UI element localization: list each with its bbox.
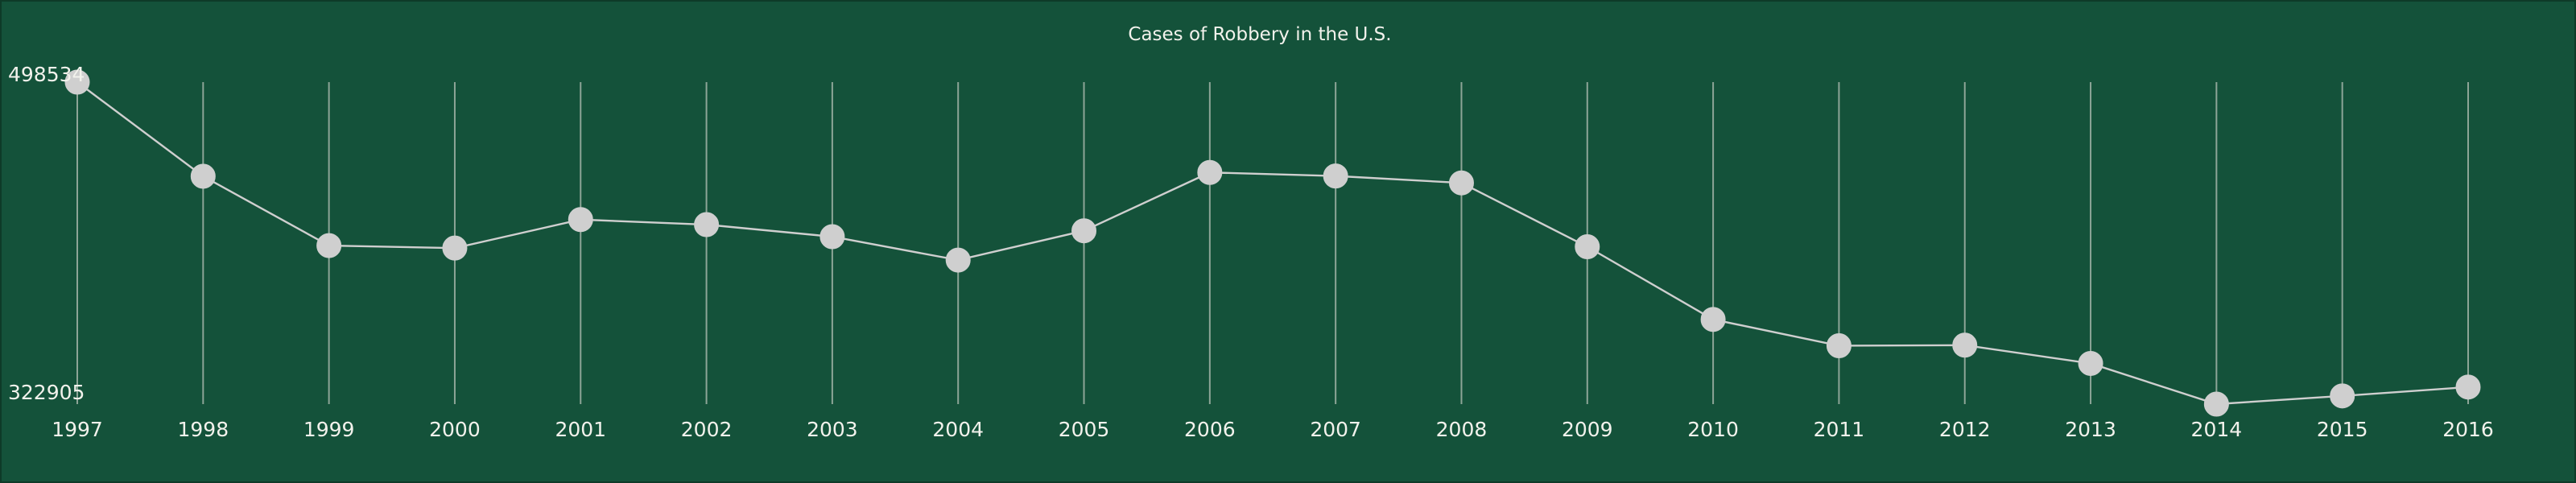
- x-tick-label-2000: 2000: [429, 418, 481, 441]
- data-point-2001[interactable]: [568, 207, 593, 233]
- x-tick-label-2011: 2011: [1814, 418, 1865, 441]
- data-point-2004[interactable]: [945, 247, 971, 273]
- x-tick-label-1998: 1998: [178, 418, 229, 441]
- data-point-2013[interactable]: [2078, 350, 2103, 376]
- data-point-1997[interactable]: [64, 69, 90, 95]
- x-tick-label-2006: 2006: [1184, 418, 1236, 441]
- chart-title: Cases of Robbery in the U.S.: [1128, 24, 1391, 45]
- x-tick-label-2005: 2005: [1059, 418, 1110, 441]
- series-line: [76, 81, 2469, 406]
- x-tick-label-2002: 2002: [681, 418, 733, 441]
- data-point-1998[interactable]: [190, 163, 216, 189]
- data-point-2008[interactable]: [1448, 170, 1474, 196]
- x-tick-label-2014: 2014: [2191, 418, 2243, 441]
- x-axis-ticks: 1997 1998 1999 2000 2001 2002 2003 2004 2005 2006…: [52, 418, 2494, 441]
- data-point-2010[interactable]: [1700, 307, 1726, 332]
- data-point-2011[interactable]: [1826, 332, 1852, 358]
- x-tick-label-2003: 2003: [807, 418, 858, 441]
- y-axis-ticks: 498534 322905: [8, 63, 85, 404]
- x-tick-label-2009: 2009: [1562, 418, 1613, 441]
- data-point-2012[interactable]: [1952, 332, 1978, 358]
- data-point-2007[interactable]: [1323, 163, 1348, 189]
- x-tick-label-2008: 2008: [1436, 418, 1488, 441]
- data-point-2002[interactable]: [694, 212, 720, 237]
- data-point-2014[interactable]: [2203, 391, 2229, 417]
- x-tick-label-2007: 2007: [1310, 418, 1361, 441]
- x-tick-label-2004: 2004: [932, 418, 984, 441]
- x-tick-label-2016: 2016: [2442, 418, 2494, 441]
- y-tick-label-min: 322905: [8, 381, 85, 404]
- data-point-2005[interactable]: [1071, 218, 1097, 244]
- data-points-layer: [64, 69, 2481, 417]
- x-tick-label-2013: 2013: [2065, 418, 2116, 441]
- x-tick-label-1999: 1999: [303, 418, 355, 441]
- grid-layer: [76, 82, 2469, 404]
- series-line-layer: [76, 81, 2469, 406]
- y-tick-label-max: 498534: [8, 63, 85, 86]
- data-point-2015[interactable]: [2330, 383, 2355, 409]
- data-point-2016[interactable]: [2455, 374, 2481, 400]
- data-point-2009[interactable]: [1575, 234, 1600, 260]
- x-tick-label-2012: 2012: [1939, 418, 1991, 441]
- data-point-2000[interactable]: [442, 235, 468, 261]
- x-tick-label-2001: 2001: [555, 418, 606, 441]
- data-point-1999[interactable]: [316, 233, 342, 258]
- x-tick-label-2010: 2010: [1687, 418, 1739, 441]
- x-tick-label-1997: 1997: [52, 418, 103, 441]
- data-point-2006[interactable]: [1197, 159, 1223, 185]
- data-point-2003[interactable]: [819, 224, 845, 250]
- x-tick-label-2015: 2015: [2317, 418, 2368, 441]
